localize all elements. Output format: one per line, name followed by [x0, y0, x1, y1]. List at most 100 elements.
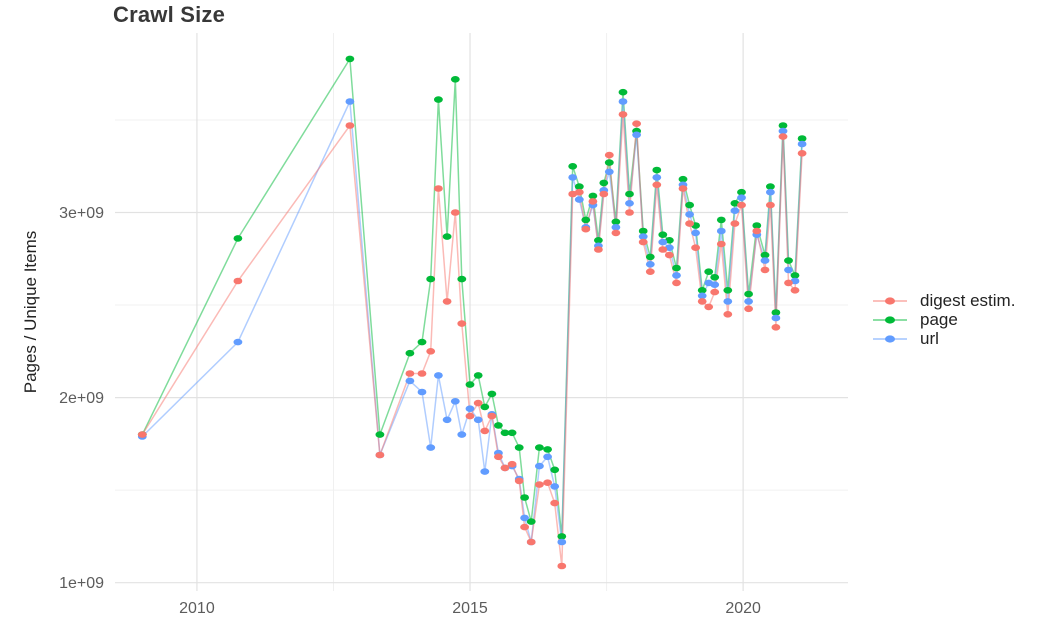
- data-point-url: [233, 338, 243, 346]
- data-point-digestestim: [645, 268, 655, 276]
- data-point-page: [704, 268, 714, 276]
- data-point-page: [465, 381, 475, 388]
- data-point-digestestim: [465, 412, 475, 420]
- data-point-digestestim: [730, 220, 740, 227]
- data-point-page: [652, 166, 662, 174]
- data-point-page: [744, 290, 753, 298]
- legend: digest estim. page url: [872, 291, 1015, 348]
- data-point-url: [632, 131, 641, 139]
- data-point-url: [473, 416, 483, 424]
- data-point-digestestim: [665, 251, 674, 259]
- data-point-page: [730, 200, 740, 207]
- data-point-digestestim: [652, 181, 662, 189]
- x-tick-label: 2015: [452, 600, 488, 617]
- data-point-digestestim: [638, 238, 648, 246]
- data-point-digestestim: [678, 185, 688, 192]
- data-point-digestestim: [778, 133, 788, 140]
- data-point-digestestim: [672, 279, 681, 287]
- data-point-page: [507, 429, 517, 437]
- legend-item-page: page: [872, 309, 1015, 329]
- data-point-url: [417, 388, 427, 396]
- data-point-digestestim: [568, 190, 578, 198]
- data-point-digestestim: [581, 225, 591, 233]
- data-point-page: [514, 444, 524, 451]
- data-point-url: [457, 431, 467, 438]
- data-point-digestestim: [480, 427, 490, 435]
- data-point-digestestim: [557, 562, 567, 570]
- data-point-page: [797, 135, 807, 142]
- data-point-page: [450, 76, 460, 83]
- data-point-digestestim: [760, 266, 770, 274]
- data-point-page: [665, 237, 674, 244]
- data-point-page: [473, 372, 483, 379]
- legend-label-url: url: [920, 328, 939, 348]
- data-point-url: [784, 266, 793, 274]
- data-point-digestestim: [594, 246, 603, 253]
- data-point-url: [737, 194, 746, 201]
- legend-key-dot: [885, 315, 895, 324]
- data-point-digestestim: [574, 188, 584, 196]
- data-point-digestestim: [790, 287, 800, 294]
- data-point-digestestim: [599, 190, 609, 198]
- data-point-page: [417, 338, 427, 346]
- y-tick-label: 1e+09: [59, 575, 104, 592]
- data-point-digestestim: [550, 499, 560, 507]
- data-point-page: [710, 274, 720, 281]
- data-point-page: [771, 309, 781, 316]
- data-point-page: [766, 183, 775, 190]
- legend-label-page: page: [920, 309, 958, 329]
- data-point-page: [480, 403, 490, 411]
- data-point-digestestim: [632, 120, 641, 127]
- data-point-digestestim: [500, 464, 510, 472]
- data-point-digestestim: [697, 298, 707, 305]
- data-point-page: [752, 222, 762, 229]
- data-point-page: [625, 190, 634, 198]
- data-point-digestestim: [426, 348, 436, 355]
- data-point-digestestim: [494, 453, 503, 461]
- data-point-url: [766, 188, 775, 196]
- data-point-page: [588, 192, 598, 200]
- data-point-page: [672, 264, 681, 272]
- data-point-page: [658, 231, 668, 238]
- data-point-page: [581, 216, 591, 224]
- data-point-url: [550, 483, 560, 490]
- data-point-page: [685, 201, 694, 209]
- data-point-digestestim: [685, 220, 694, 227]
- data-point-digestestim: [611, 229, 621, 237]
- x-tick-label: 2010: [179, 600, 215, 617]
- data-point-url: [730, 207, 740, 214]
- data-point-url: [638, 233, 648, 240]
- data-point-page: [550, 466, 560, 474]
- data-point-url: [345, 98, 355, 105]
- data-point-digestestim: [507, 460, 517, 468]
- data-point-page: [426, 275, 436, 283]
- series-line-url: [141, 100, 803, 543]
- data-point-digestestim: [771, 324, 781, 331]
- data-point-digestestim: [345, 122, 355, 129]
- data-point-digestestim: [588, 198, 598, 205]
- data-point-digestestim: [704, 303, 714, 311]
- data-point-digestestim: [442, 298, 452, 305]
- legend-item-url: url: [872, 328, 1015, 348]
- data-point-digestestim: [137, 431, 147, 438]
- data-point-page: [599, 179, 609, 187]
- data-point-page: [500, 429, 510, 437]
- data-point-page: [543, 446, 552, 453]
- data-point-url: [465, 405, 475, 413]
- data-point-url: [480, 468, 490, 475]
- data-point-url: [535, 462, 544, 470]
- data-point-digestestim: [487, 412, 497, 420]
- y-tick-label: 3e+09: [59, 205, 104, 222]
- data-point-url: [778, 127, 788, 135]
- data-point-url: [658, 238, 668, 246]
- data-point-digestestim: [417, 370, 427, 377]
- data-point-url: [442, 416, 452, 424]
- data-point-url: [611, 224, 621, 231]
- data-point-url: [568, 174, 578, 181]
- data-point-page: [638, 227, 648, 235]
- data-point-url: [797, 140, 807, 148]
- data-point-url: [625, 200, 634, 207]
- data-point-page: [790, 272, 800, 279]
